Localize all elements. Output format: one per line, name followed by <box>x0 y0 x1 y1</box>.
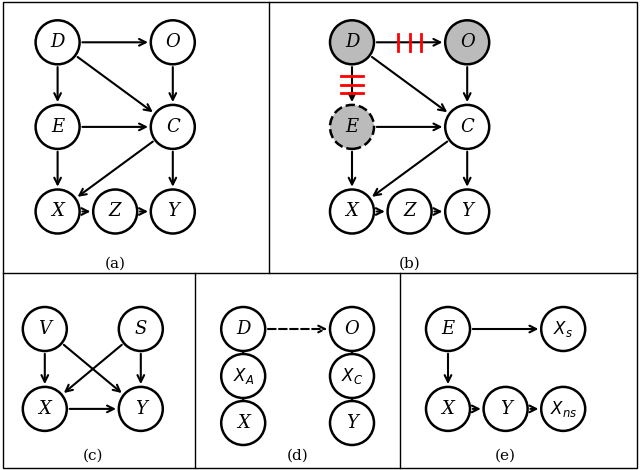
Text: Y: Y <box>167 203 179 220</box>
Ellipse shape <box>484 387 527 431</box>
Ellipse shape <box>541 307 585 351</box>
Text: E: E <box>346 118 358 136</box>
Text: V: V <box>38 320 51 338</box>
Ellipse shape <box>151 105 195 149</box>
Ellipse shape <box>36 105 79 149</box>
Text: E: E <box>442 320 454 338</box>
Ellipse shape <box>330 307 374 351</box>
Text: $X_A$: $X_A$ <box>232 366 254 386</box>
Ellipse shape <box>445 105 489 149</box>
Ellipse shape <box>330 105 374 149</box>
Ellipse shape <box>426 307 470 351</box>
Text: $X_s$: $X_s$ <box>553 319 573 339</box>
Text: (b): (b) <box>399 256 420 270</box>
Ellipse shape <box>151 20 195 64</box>
Text: (e): (e) <box>495 449 516 463</box>
Ellipse shape <box>36 20 79 64</box>
Ellipse shape <box>426 387 470 431</box>
Ellipse shape <box>330 354 374 398</box>
Text: Y: Y <box>346 414 358 432</box>
Text: (a): (a) <box>105 256 125 270</box>
Text: X: X <box>51 203 64 220</box>
Text: D: D <box>345 33 359 51</box>
Ellipse shape <box>23 387 67 431</box>
Text: C: C <box>460 118 474 136</box>
Ellipse shape <box>221 354 265 398</box>
Text: S: S <box>134 320 147 338</box>
Text: D: D <box>51 33 65 51</box>
Text: Z: Z <box>403 203 416 220</box>
Text: Y: Y <box>461 203 473 220</box>
Text: (d): (d) <box>287 449 308 463</box>
Text: Y: Y <box>135 400 147 418</box>
Text: O: O <box>165 33 180 51</box>
Text: D: D <box>236 320 250 338</box>
Ellipse shape <box>36 189 79 234</box>
Text: (c): (c) <box>83 449 103 463</box>
Ellipse shape <box>445 189 489 234</box>
Ellipse shape <box>330 20 374 64</box>
Text: $X_{ns}$: $X_{ns}$ <box>550 399 577 419</box>
Ellipse shape <box>23 307 67 351</box>
Ellipse shape <box>221 307 265 351</box>
Ellipse shape <box>119 307 163 351</box>
Ellipse shape <box>151 189 195 234</box>
Ellipse shape <box>93 189 137 234</box>
Text: Y: Y <box>500 400 511 418</box>
Ellipse shape <box>388 189 431 234</box>
Text: $X_C$: $X_C$ <box>341 366 363 386</box>
Text: E: E <box>51 118 64 136</box>
Text: X: X <box>38 400 51 418</box>
Text: C: C <box>166 118 180 136</box>
Text: X: X <box>237 414 250 432</box>
Ellipse shape <box>221 401 265 445</box>
Text: O: O <box>460 33 475 51</box>
Ellipse shape <box>330 401 374 445</box>
Text: X: X <box>442 400 454 418</box>
Ellipse shape <box>119 387 163 431</box>
Ellipse shape <box>330 189 374 234</box>
Ellipse shape <box>445 20 489 64</box>
Text: O: O <box>344 320 360 338</box>
Text: Z: Z <box>109 203 122 220</box>
Text: X: X <box>346 203 358 220</box>
Ellipse shape <box>541 387 585 431</box>
